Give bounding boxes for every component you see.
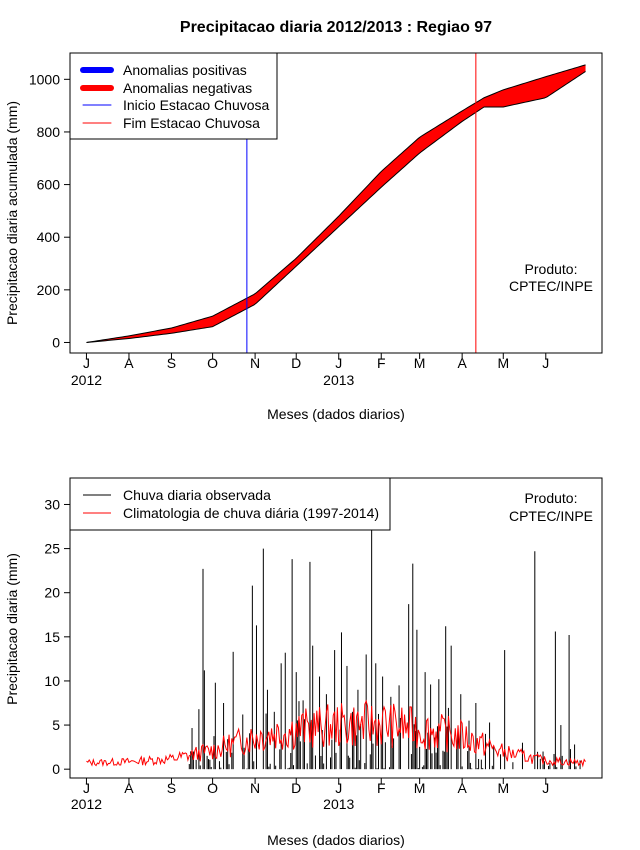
x-tick-label: J [83, 355, 90, 371]
legend-label: Climatologia de chuva diária (1997-2014) [123, 505, 379, 521]
x-tick-label: M [497, 780, 509, 796]
y-tick-label: 800 [37, 124, 61, 140]
year-label: 2013 [323, 372, 354, 388]
x-axis-label: Meses (dados diarios) [267, 832, 405, 848]
legend-label: Anomalias positivas [123, 62, 247, 78]
y-tick-label: 400 [37, 229, 61, 245]
climatology-daily-line [86, 699, 586, 768]
note-source: CPTEC/INPE [509, 278, 593, 294]
x-tick-label: D [291, 780, 301, 796]
x-tick-label: S [167, 780, 176, 796]
x-tick-label: O [207, 780, 218, 796]
year-label: 2013 [323, 796, 354, 812]
legend-label: Fim Estacao Chuvosa [123, 115, 260, 131]
accumulated-panel: 0 200 400 600 800 1000 Precipitacao diaria acu… [4, 52, 603, 422]
x-tick-label: J [83, 780, 90, 796]
y-tick-label: 0 [52, 334, 60, 350]
x-tick-label: M [414, 780, 426, 796]
note-produto: Produto: [525, 490, 578, 506]
daily-panel: 0 5 10 15 20 25 30 Precipitacao diaria (mm) J A S O… [4, 477, 603, 848]
y-tick-label: 20 [44, 585, 60, 601]
y-tick-label: 5 [52, 717, 60, 733]
chart-title: Precipitacao diaria 2012/2013 : Regiao 9… [180, 19, 492, 36]
y-axis-label: Precipitacao diaria (mm) [4, 553, 20, 705]
legend-label: Chuva diaria observada [123, 487, 271, 503]
x-tick-label: M [414, 355, 426, 371]
note-source: CPTEC/INPE [509, 508, 593, 524]
note-produto: Produto: [525, 261, 578, 277]
x-tick-label: J [335, 780, 342, 796]
x-tick-label: J [542, 780, 549, 796]
y-tick-label: 25 [44, 541, 60, 557]
year-label: 2012 [71, 372, 102, 388]
observed-accumulated-line [86, 71, 586, 343]
legend: Anomalias positivas Anomalias negativasIn… [69, 52, 278, 140]
legend-label: Inicio Estacao Chuvosa [123, 97, 270, 113]
observed-bars [188, 522, 581, 770]
x-tick-label: A [124, 355, 134, 371]
y-tick-label: 30 [44, 496, 60, 512]
y-tick-label: 1000 [29, 71, 60, 87]
x-tick-label: J [542, 355, 549, 371]
y-tick-label: 0 [52, 761, 60, 777]
x-tick-label: A [457, 355, 467, 371]
x-tick-label: A [457, 780, 467, 796]
y-tick-label: 200 [37, 282, 61, 298]
x-tick-label: A [124, 780, 134, 796]
x-tick-label: F [377, 355, 386, 371]
legend-label: Anomalias negativas [123, 80, 252, 96]
x-tick-label: D [291, 355, 301, 371]
x-tick-label: S [167, 355, 176, 371]
climatology-accumulated-line [86, 64, 586, 343]
x-tick-label: J [335, 355, 342, 371]
anomaly-negative-area [86, 64, 586, 343]
x-tick-label: O [207, 355, 218, 371]
x-tick-label: N [250, 780, 260, 796]
y-tick-label: 10 [44, 673, 60, 689]
x-tick-label: F [377, 780, 386, 796]
y-tick-label: 15 [44, 629, 60, 645]
x-axis-label: Meses (dados diarios) [267, 406, 405, 422]
legend-box [69, 477, 391, 531]
x-tick-label: N [250, 355, 260, 371]
legend: Chuva diaria observada Climatologia de ch… [69, 477, 391, 531]
y-tick-label: 600 [37, 177, 61, 193]
y-axis-label: Precipitacao diaria acumulada (mm) [4, 101, 20, 325]
year-label: 2012 [71, 796, 102, 812]
x-tick-label: M [497, 355, 509, 371]
